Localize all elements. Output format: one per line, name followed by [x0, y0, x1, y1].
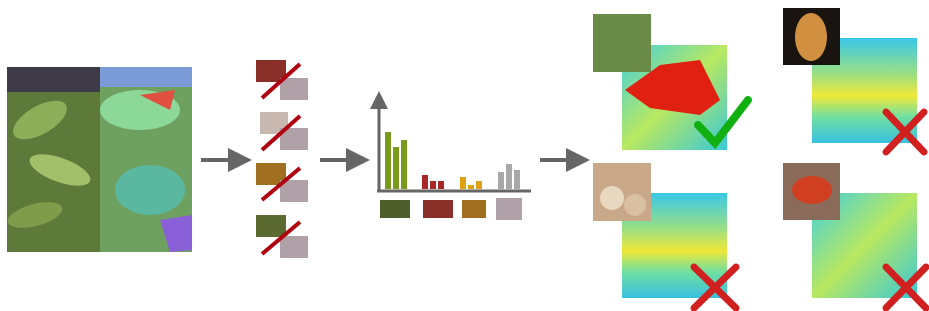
input-image	[5, 67, 192, 252]
diagram	[0, 0, 929, 311]
discarded-pairs	[256, 60, 308, 258]
page: (() => { const data = JSON.parse(documen…	[0, 0, 929, 311]
bar	[476, 181, 482, 189]
bar	[422, 175, 428, 189]
bar	[393, 147, 399, 189]
result-panels	[593, 8, 926, 308]
histogram	[385, 132, 520, 189]
bar	[506, 164, 512, 189]
histogram-thumbnails	[380, 198, 522, 220]
bar	[401, 140, 407, 189]
bar	[385, 132, 391, 189]
bar	[438, 181, 444, 189]
bar	[430, 181, 436, 189]
bar	[460, 177, 466, 189]
bar	[514, 170, 520, 189]
bar	[498, 172, 504, 189]
bar	[468, 185, 474, 189]
